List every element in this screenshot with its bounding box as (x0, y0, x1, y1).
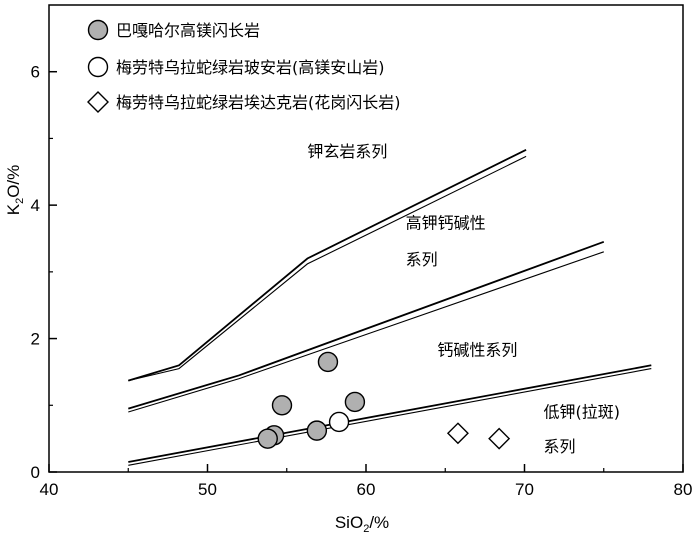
boundary-line (128, 155, 527, 382)
boundary-line (128, 364, 652, 463)
boundary-line (128, 368, 652, 466)
y-tick-label: 2 (31, 330, 40, 349)
region-label: 系列 (406, 250, 438, 269)
x-tick-label: 60 (357, 480, 376, 499)
data-point (344, 391, 366, 413)
x-tick-label: 40 (40, 480, 59, 499)
y-axis-label: K2O/% (4, 165, 26, 216)
region-label: 低钾(拉斑) (544, 402, 621, 421)
region-label: 钙碱性系列 (437, 340, 517, 359)
region-label: 系列 (544, 437, 576, 456)
boundary-line (128, 148, 527, 382)
data-point (306, 420, 328, 441)
data-point (271, 395, 293, 416)
region-label: 高钾钙碱性 (406, 213, 486, 232)
data-point (257, 428, 278, 449)
x-tick-label: 50 (198, 480, 217, 499)
y-tick-label: 6 (31, 63, 40, 82)
data-point (317, 351, 339, 373)
x-tick-label: 80 (674, 480, 693, 499)
y-tick-label: 0 (31, 463, 40, 482)
legend-marker (87, 56, 109, 78)
data-points (257, 351, 511, 450)
legend-marker (87, 19, 109, 41)
data-point (446, 422, 469, 445)
legend-entry: 梅劳特乌拉蛇绿岩玻安岩(高镁安山岩) (116, 58, 385, 77)
legend-entry: 梅劳特乌拉蛇绿岩埃达克岩(花岗闪长岩) (116, 93, 401, 112)
data-point (488, 427, 511, 450)
boundary-line (128, 240, 605, 410)
region-label: 钾玄岩系列 (307, 142, 387, 161)
legend-entry: 巴嘎哈尔高镁闪长岩 (116, 21, 260, 40)
legend-marker (87, 91, 109, 113)
x-tick-label: 70 (515, 480, 534, 499)
data-point (328, 411, 350, 433)
y-tick-label: 4 (31, 196, 40, 215)
series-boundaries (128, 148, 652, 466)
x-axis-label: SiO2/% (335, 513, 389, 535)
boundary-line (128, 251, 604, 413)
axes: 40 50 60 70 80 0 2 4 6 (31, 4, 693, 499)
